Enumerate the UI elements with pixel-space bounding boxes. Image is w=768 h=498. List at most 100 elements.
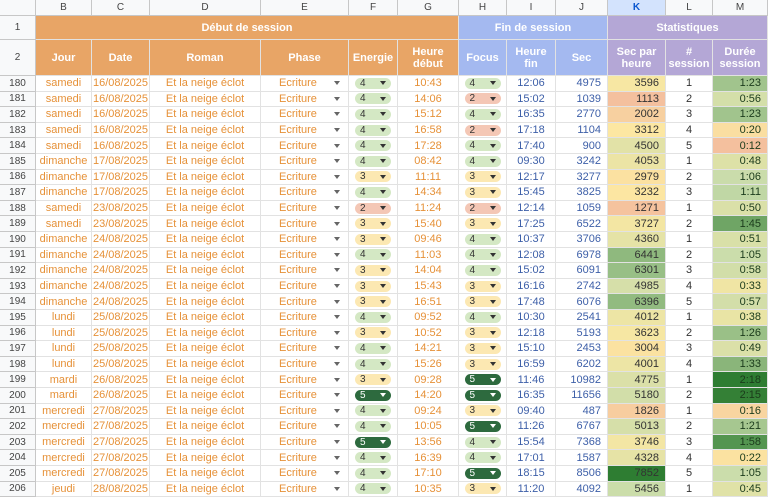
row-number[interactable]: 193 [0,278,36,295]
level-pill[interactable]: 4 [355,140,391,152]
level-pill[interactable]: 4 [464,452,501,464]
level-pill[interactable]: 4 [464,155,501,167]
data-cell: 15:54 [507,434,556,451]
level-pill[interactable]: 2 [355,202,391,214]
level-pill[interactable]: 2 [464,93,501,105]
row-number[interactable]: 186 [0,169,36,186]
level-pill[interactable]: 3 [464,358,501,370]
row-number[interactable]: 182 [0,107,36,123]
level-pill[interactable]: 4 [464,436,501,448]
level-pill[interactable]: 4 [464,77,501,89]
level-pill[interactable]: 4 [355,93,391,105]
data-cell: 09:30 [507,154,556,170]
row-number[interactable]: 180 [0,76,36,92]
level-pill[interactable]: 3 [355,280,391,292]
column-letter[interactable]: L [666,0,713,16]
level-pill[interactable]: 4 [355,342,391,354]
level-pill[interactable]: 3 [464,405,501,417]
level-pill[interactable]: 4 [464,108,501,120]
level-pill[interactable]: 4 [464,311,501,323]
level-pill[interactable]: 3 [464,483,501,495]
row-number[interactable]: 197 [0,341,36,357]
row-number[interactable]: 204 [0,450,36,466]
level-pill[interactable]: 3 [464,327,501,339]
level-pill[interactable]: 4 [355,405,391,417]
level-pill[interactable]: 3 [355,171,391,183]
row-number[interactable]: 198 [0,356,36,373]
row-number[interactable]: 195 [0,310,36,326]
level-pill[interactable]: 5 [464,389,501,401]
row-number[interactable]: 199 [0,372,36,388]
level-pill[interactable]: 3 [464,280,501,292]
data-cell: samedi [36,138,92,154]
level-pill[interactable]: 2 [464,124,501,136]
level-pill[interactable]: 4 [355,77,391,89]
row-number[interactable]: 206 [0,481,36,498]
row-number[interactable]: 190 [0,232,36,248]
column-letter[interactable]: J [556,0,608,16]
level-pill[interactable]: 5 [464,374,501,386]
level-pill[interactable]: 3 [464,218,501,230]
column-letter[interactable]: G [398,0,459,16]
data-cell: 4012 [608,310,666,326]
level-pill[interactable]: 3 [355,233,391,245]
column-letter[interactable]: D [150,0,261,16]
level-pill[interactable]: 4 [355,186,391,198]
level-pill[interactable]: 4 [355,249,391,261]
level-pill[interactable]: 2 [464,202,501,214]
row-number[interactable]: 203 [0,434,36,451]
row-number[interactable]: 188 [0,200,36,217]
column-letter[interactable]: E [261,0,349,16]
level-pill[interactable]: 4 [355,124,391,136]
row-number[interactable]: 2 [0,40,36,76]
level-pill[interactable]: 4 [355,311,391,323]
column-letter[interactable]: I [507,0,556,16]
level-pill[interactable]: 5 [464,420,501,432]
level-pill[interactable]: 3 [355,374,391,386]
level-pill[interactable]: 4 [355,467,391,479]
row-number[interactable]: 205 [0,466,36,482]
row-number[interactable]: 183 [0,122,36,139]
level-pill[interactable]: 4 [355,483,391,495]
level-pill[interactable]: 4 [464,249,501,261]
level-pill[interactable]: 4 [355,358,391,370]
level-pill[interactable]: 3 [464,171,501,183]
level-pill[interactable]: 3 [355,296,391,308]
level-pill[interactable]: 4 [355,155,391,167]
level-pill[interactable]: 5 [355,389,391,401]
row-number[interactable]: 187 [0,185,36,201]
level-pill[interactable]: 3 [464,186,501,198]
row-number[interactable]: 194 [0,294,36,310]
row-number[interactable]: 200 [0,388,36,404]
row-number[interactable]: 202 [0,419,36,435]
row-number[interactable]: 196 [0,325,36,342]
level-pill[interactable]: 5 [355,436,391,448]
row-number[interactable]: 181 [0,91,36,108]
row-number[interactable]: 1 [0,16,36,40]
level-pill[interactable]: 3 [355,218,391,230]
row-number[interactable]: 191 [0,247,36,264]
level-pill[interactable]: 5 [464,467,501,479]
column-letter[interactable]: K [608,0,666,16]
column-letter[interactable]: H [459,0,507,16]
row-number[interactable]: 185 [0,154,36,170]
level-pill[interactable]: 3 [464,296,501,308]
row-number[interactable]: 184 [0,138,36,154]
column-letter[interactable]: C [92,0,150,16]
level-pill[interactable]: 3 [355,264,391,276]
level-pill[interactable]: 4 [355,108,391,120]
level-pill[interactable]: 4 [464,233,501,245]
level-cell: 5 [459,372,507,388]
level-pill[interactable]: 4 [355,452,391,464]
column-letter[interactable]: F [349,0,398,16]
row-number[interactable]: 192 [0,263,36,279]
column-letter[interactable]: M [713,0,768,16]
row-number[interactable]: 201 [0,403,36,420]
level-pill[interactable]: 4 [464,264,501,276]
level-pill[interactable]: 3 [464,342,501,354]
level-pill[interactable]: 4 [464,140,501,152]
level-pill[interactable]: 4 [355,420,391,432]
level-pill[interactable]: 3 [355,327,391,339]
column-letter[interactable]: B [36,0,92,16]
row-number[interactable]: 189 [0,216,36,232]
